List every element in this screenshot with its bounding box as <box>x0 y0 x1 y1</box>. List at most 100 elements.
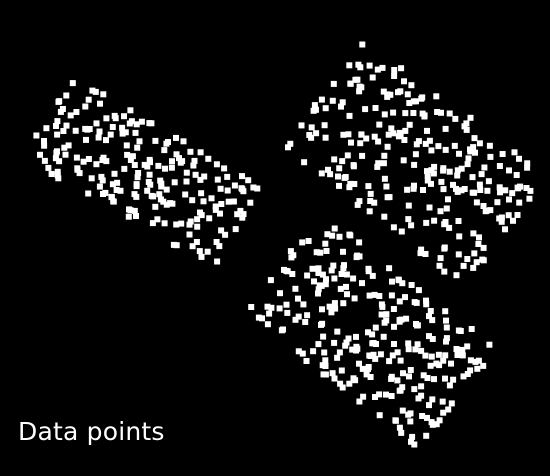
data-point <box>398 228 405 235</box>
data-point <box>406 373 412 380</box>
data-point <box>497 189 503 196</box>
data-point <box>396 298 403 305</box>
data-point <box>214 258 221 265</box>
data-point <box>300 301 307 308</box>
data-point <box>127 157 134 163</box>
data-point <box>110 198 117 205</box>
data-point <box>461 123 468 130</box>
data-point <box>395 133 402 140</box>
data-point <box>292 285 299 292</box>
data-point <box>133 121 140 128</box>
data-point <box>443 205 450 212</box>
data-point <box>458 165 465 172</box>
data-point <box>93 161 100 168</box>
data-point <box>189 243 196 250</box>
data-point <box>340 131 347 138</box>
data-point <box>372 324 379 331</box>
data-point <box>292 316 299 323</box>
data-point <box>183 169 190 176</box>
data-point <box>452 115 459 122</box>
data-point <box>435 143 442 150</box>
data-point <box>99 177 106 184</box>
data-point <box>475 357 482 364</box>
data-point <box>405 346 412 353</box>
data-point <box>485 178 492 185</box>
data-point <box>468 326 475 332</box>
data-point <box>406 100 413 106</box>
data-point <box>506 196 512 203</box>
data-point <box>97 100 103 107</box>
data-point <box>283 301 290 308</box>
data-point <box>516 199 523 206</box>
data-point <box>330 262 337 269</box>
data-point <box>193 239 200 245</box>
data-point <box>317 249 324 256</box>
data-point <box>320 333 327 340</box>
data-point <box>470 144 477 151</box>
data-point <box>194 223 201 230</box>
data-point <box>155 162 162 169</box>
data-point <box>138 118 145 125</box>
data-point <box>345 335 352 342</box>
data-point <box>446 382 453 389</box>
data-point <box>299 239 306 246</box>
data-point <box>337 380 344 387</box>
data-point <box>401 78 407 85</box>
chart-caption: Data points <box>18 417 165 446</box>
data-point <box>516 155 522 162</box>
data-point <box>453 272 460 279</box>
data-point <box>224 173 231 180</box>
data-point <box>108 193 115 200</box>
data-point <box>132 129 139 136</box>
data-point <box>418 246 425 253</box>
data-point <box>313 106 319 113</box>
data-point <box>427 362 434 369</box>
data-point <box>304 272 311 279</box>
data-point <box>363 135 370 142</box>
data-point <box>45 164 52 171</box>
data-point <box>309 265 316 272</box>
data-point <box>436 417 443 424</box>
data-point <box>83 136 89 143</box>
data-point <box>402 127 409 134</box>
data-point <box>381 213 388 220</box>
data-point <box>169 200 176 207</box>
data-point <box>239 186 246 193</box>
data-point <box>329 370 336 377</box>
data-point <box>111 112 118 119</box>
data-point <box>315 265 322 272</box>
data-point <box>205 155 212 162</box>
data-point <box>456 150 462 157</box>
data-point <box>422 251 429 257</box>
data-point <box>467 148 474 155</box>
data-point <box>69 80 76 87</box>
data-point <box>420 187 426 193</box>
data-point <box>443 324 450 331</box>
data-point <box>109 124 116 130</box>
data-point <box>358 131 365 138</box>
data-point <box>189 197 196 204</box>
data-point <box>198 212 205 219</box>
data-point <box>437 208 444 215</box>
data-point <box>423 301 430 308</box>
data-point <box>441 268 448 275</box>
data-point <box>419 110 426 117</box>
data-point <box>331 375 338 382</box>
data-point <box>287 140 294 147</box>
data-point <box>380 333 387 340</box>
data-point <box>161 220 168 227</box>
data-point <box>111 170 118 177</box>
data-point <box>54 131 61 138</box>
data-point <box>464 256 471 262</box>
data-point <box>419 413 426 419</box>
data-point <box>343 339 350 346</box>
data-point <box>201 173 208 180</box>
data-point <box>513 172 520 178</box>
data-point <box>192 171 199 178</box>
data-point <box>54 168 61 175</box>
data-point <box>438 109 444 116</box>
data-point <box>441 245 448 252</box>
data-point <box>82 125 89 132</box>
data-point <box>200 198 207 205</box>
data-point <box>410 110 417 116</box>
